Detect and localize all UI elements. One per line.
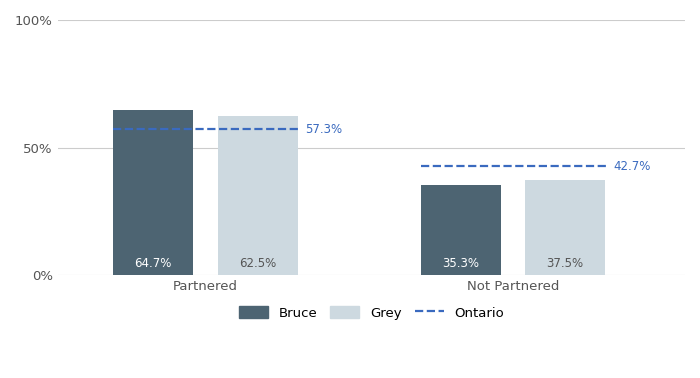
Text: 57.3%: 57.3% xyxy=(306,122,343,136)
Text: 37.5%: 37.5% xyxy=(547,257,584,270)
Text: 42.7%: 42.7% xyxy=(613,160,650,173)
Bar xyxy=(525,180,605,275)
Bar xyxy=(218,116,298,275)
Text: 62.5%: 62.5% xyxy=(239,257,276,270)
Legend: Bruce, Grey, Ontario: Bruce, Grey, Ontario xyxy=(234,301,510,325)
Bar xyxy=(421,185,500,275)
Bar xyxy=(113,110,193,275)
Text: 64.7%: 64.7% xyxy=(134,257,172,270)
Text: 35.3%: 35.3% xyxy=(442,257,479,270)
